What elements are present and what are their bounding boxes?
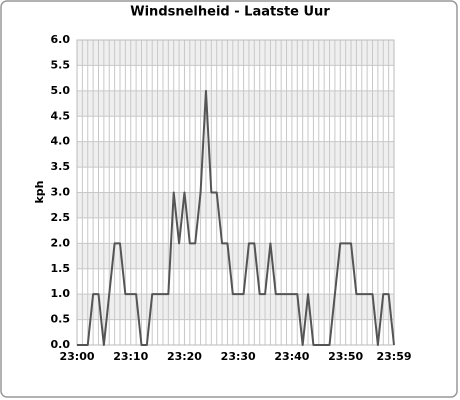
y-tick-label: 3.5 <box>51 160 71 173</box>
chart-title: Windsnelheid - Laatste Uur <box>130 5 330 20</box>
y-tick-label: 4.0 <box>51 135 71 148</box>
grid-band <box>77 116 394 142</box>
y-tick-label: 6.0 <box>51 33 71 46</box>
y-axis-label: kph <box>33 180 46 203</box>
x-tick-label: 23:00 <box>59 350 94 363</box>
grid-band <box>77 65 394 91</box>
y-tick-label: 0.0 <box>51 338 71 351</box>
x-tick-label: 23:20 <box>167 350 202 363</box>
x-tick-label: 23:59 <box>376 350 411 363</box>
line <box>77 89 395 346</box>
y-tick-label: 2.5 <box>51 211 71 224</box>
y-tick-label: 0.5 <box>51 313 71 326</box>
grid-band <box>77 319 394 345</box>
grid-band <box>77 40 394 66</box>
y-tick-label: 4.5 <box>51 109 71 122</box>
grid-band <box>77 167 394 193</box>
x-tick-label: 23:30 <box>221 350 256 363</box>
y-tick-label: 5.0 <box>51 84 71 97</box>
grid-band <box>77 192 394 218</box>
grid-band <box>77 268 394 295</box>
grid-band <box>77 243 394 269</box>
grid-band <box>77 141 394 168</box>
y-tick-label: 1.5 <box>51 262 71 275</box>
grid-band <box>77 90 394 117</box>
grid-band <box>77 217 394 244</box>
plot-border <box>76 39 395 346</box>
x-tick-label: 23:40 <box>274 350 309 363</box>
y-tick-label: 2.0 <box>51 236 71 249</box>
x-tick-label: 23:50 <box>328 350 363 363</box>
y-tick-label: 1.0 <box>51 287 71 300</box>
x-tick-label: 23:10 <box>113 350 148 363</box>
y-tick-label: 3.0 <box>51 186 71 199</box>
grid-band <box>77 294 394 320</box>
y-tick-label: 5.5 <box>51 58 71 71</box>
